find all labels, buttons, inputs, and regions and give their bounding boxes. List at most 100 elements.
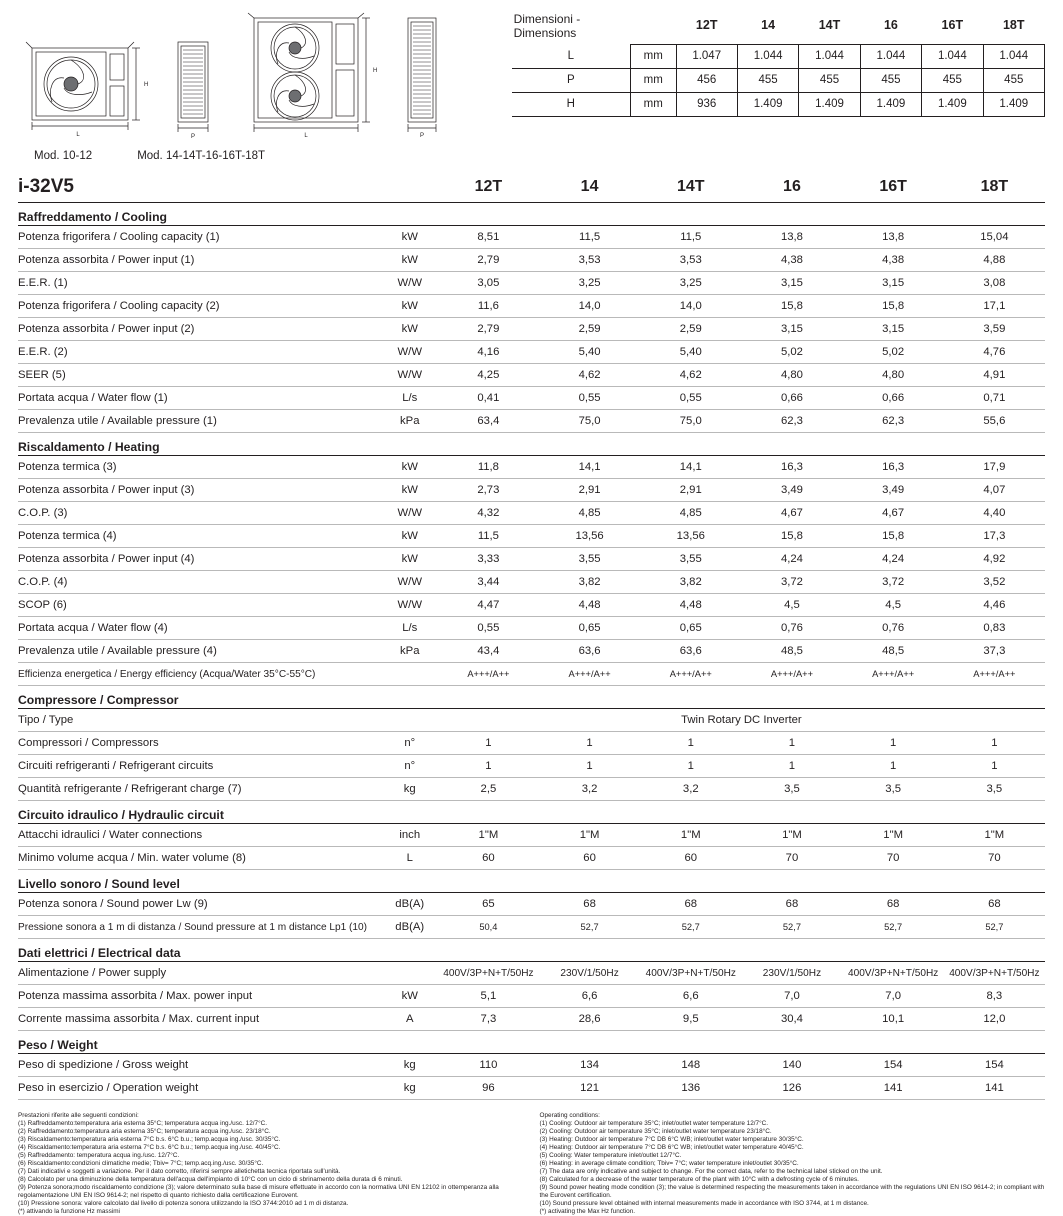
caption-small-unit: Mod. 10-12 (34, 150, 93, 162)
section-spacer-cell (640, 432, 742, 456)
section-spacer-cell (741, 685, 843, 709)
spec-row-label: Tipo / Type (18, 708, 382, 732)
section-spacer-cell (640, 800, 742, 824)
spec-cell: 11,5 (437, 524, 539, 548)
spec-cell: 1"M (943, 823, 1045, 847)
spec-cell: 3,5 (943, 777, 1045, 801)
spec-cell: 0,83 (943, 616, 1045, 640)
spec-cell: 4,5 (741, 593, 843, 617)
spec-cell: 3,49 (741, 478, 843, 502)
spec-cell: 3,72 (741, 570, 843, 594)
dimensions-col-14: 14 (761, 17, 776, 32)
section-unit-cell (381, 432, 438, 456)
spec-cell: A+++/A++ (538, 662, 641, 686)
section-spacer-cell (741, 800, 843, 824)
spec-cell: 3,59 (943, 317, 1045, 341)
section-spacer-cell (538, 800, 641, 824)
dimensions-cell: 1.044 (921, 43, 984, 69)
model-name: i-32V5 (18, 176, 382, 203)
section-spacer-cell (538, 938, 641, 962)
spec-row-label: Quantità refrigerante / Refrigerant char… (18, 777, 382, 801)
section-spacer-cell (741, 202, 843, 226)
spec-cell: 63,6 (538, 639, 641, 663)
spec-cell: 1 (741, 754, 843, 778)
spec-cell: 400V/3P+N+T/50Hz (943, 961, 1045, 985)
spec-cell: 3,15 (842, 271, 944, 295)
section-title: Riscaldamento / Heating (18, 432, 382, 456)
spec-row-label: SCOP (6) (18, 593, 382, 617)
spec-cell: 14,1 (538, 455, 641, 479)
model-col-12T: 12T (437, 176, 539, 203)
spec-cell: 2,59 (640, 317, 742, 341)
spec-row-label: Potenza assorbita / Power input (1) (18, 248, 382, 272)
spec-cell: 126 (741, 1076, 843, 1100)
section-spacer-cell (640, 685, 742, 709)
dimensions-cell: 1.409 (982, 91, 1046, 117)
spec-cell: 3,49 (842, 478, 944, 502)
spec-cell: 8,3 (943, 984, 1045, 1008)
dimensions-cell: 936 (675, 91, 738, 117)
dimensions-col-12T: 12T (695, 17, 718, 32)
spec-cell: 4,48 (538, 593, 641, 617)
spec-cell: A+++/A++ (437, 662, 539, 686)
dimensions-row-label: L (511, 44, 631, 69)
section-spacer-cell (943, 869, 1045, 893)
section-spacer-cell (538, 202, 641, 226)
spec-row-unit: L/s (381, 616, 438, 640)
section-spacer-cell (538, 432, 641, 456)
spec-cell: 4,25 (437, 363, 539, 387)
spec-cell: 141 (842, 1076, 944, 1100)
spec-cell: 4,76 (943, 340, 1045, 364)
spec-row-unit: kW (381, 547, 438, 571)
top-section: L H (0, 0, 1063, 162)
section-unit-cell (381, 938, 438, 962)
spec-cell: 3,44 (437, 570, 539, 594)
spec-cell: 68 (640, 892, 742, 916)
spec-cell: 1 (842, 754, 944, 778)
spec-cell: 5,02 (741, 340, 843, 364)
spec-cell: 52,7 (538, 915, 641, 939)
spec-cell: 7,0 (842, 984, 944, 1008)
dimensions-cell: 1.409 (921, 91, 984, 117)
spec-cell: 12,0 (943, 1007, 1045, 1031)
spec-cell: 68 (842, 892, 944, 916)
spec-cell: 63,6 (640, 639, 742, 663)
drawing-front-small-unit: L H (18, 30, 148, 140)
spec-row-label: Potenza frigorifera / Cooling capacity (… (18, 294, 382, 318)
spec-cell: 60 (538, 846, 641, 870)
dimensions-table: Dimensioni - Dimensions 12T 14 14T 16 16T 18T L… (511, 8, 1046, 117)
section-spacer-cell (437, 202, 539, 226)
spec-row-label: Potenza sonora / Sound power Lw (9) (18, 892, 382, 916)
section-spacer-cell (640, 938, 742, 962)
drawing-captions: Mod. 10-12 Mod. 14-14T-16-16T-18T (18, 140, 484, 162)
spec-row-label: Potenza termica (3) (18, 455, 382, 479)
spec-row: SEER (5) W/W 4,25 4,62 4,62 4,80 4,80 4,91 (18, 363, 1045, 387)
section-spacer-cell (437, 1030, 539, 1054)
spec-cell: 3,82 (538, 570, 641, 594)
spec-cell: 3,5 (741, 777, 843, 801)
spec-cell: 8,51 (437, 225, 539, 249)
spec-cell: A+++/A++ (640, 662, 742, 686)
spec-row-label: C.O.P. (3) (18, 501, 382, 525)
spec-cell: 60 (437, 846, 539, 870)
spec-row: Tipo / Type Twin Rotary DC Inverter (18, 708, 1045, 732)
section-unit-cell (381, 685, 438, 709)
spec-row: Potenza assorbita / Power input (3) kW 2,7… (18, 478, 1045, 502)
spec-row: Potenza assorbita / Power input (1) kW 2,7… (18, 248, 1045, 272)
spec-cell: 400V/3P+N+T/50Hz (640, 961, 742, 985)
spec-cell: 4,48 (640, 593, 742, 617)
spec-row-unit: W/W (381, 593, 438, 617)
dimensions-col-16T: 16T (941, 17, 964, 32)
section-unit-cell (381, 800, 438, 824)
spec-cell: 4,80 (741, 363, 843, 387)
spec-cell: 2,73 (437, 478, 539, 502)
svg-text:P: P (420, 133, 424, 139)
section-spacer-cell (437, 800, 539, 824)
spec-cell: 154 (943, 1053, 1045, 1077)
unit-column-header (381, 176, 438, 203)
section-title: Dati elettrici / Electrical data (18, 938, 382, 962)
spec-cell: 1 (640, 754, 742, 778)
spec-row-unit: W/W (381, 363, 438, 387)
spec-cell: 4,85 (538, 501, 641, 525)
